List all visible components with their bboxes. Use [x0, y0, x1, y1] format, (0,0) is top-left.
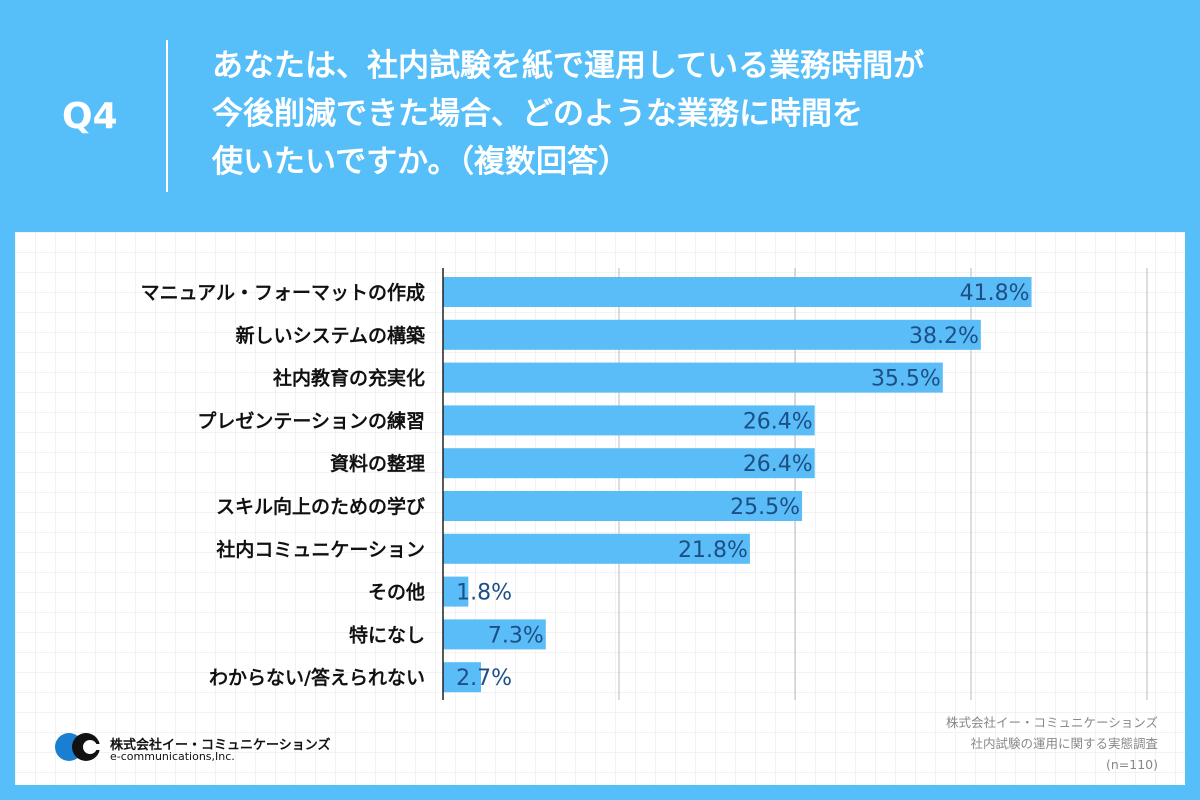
bar: [443, 277, 1032, 307]
value-label: 25.5%: [730, 495, 800, 520]
value-label: 21.8%: [678, 538, 748, 563]
bar: [443, 491, 803, 521]
source-line: (n=110): [1105, 757, 1158, 772]
bar: [443, 448, 815, 479]
category-label: 社内コミュニケーション: [215, 538, 425, 561]
value-label: 35.5%: [871, 367, 941, 392]
logo-company-name-en: e-communications,Inc.: [110, 750, 235, 763]
logo-company-name: 株式会社イー・コミュニケーションズ: [110, 738, 331, 753]
category-label: 社内教育の充実化: [272, 367, 425, 390]
bar: [443, 662, 482, 693]
source-line: 株式会社イー・コミュニケーションズ: [945, 715, 1158, 730]
company-logo: [55, 733, 108, 761]
value-label: 2.7%: [456, 666, 512, 691]
category-label: 新しいシステムの構築: [236, 324, 426, 347]
source-line: 社内試験の運用に関する実態調査: [970, 736, 1158, 751]
category-label: スキル向上のための学び: [216, 495, 425, 518]
bar: [443, 362, 943, 393]
category-label: マニュアル・フォーマットの作成: [141, 281, 425, 304]
bar: [443, 319, 981, 350]
header-divider: [166, 40, 168, 192]
value-label: 1.8%: [456, 581, 512, 606]
category-label: 資料の整理: [330, 452, 425, 475]
value-label: 38.2%: [909, 324, 979, 349]
bar: [443, 576, 469, 607]
category-label: その他: [368, 581, 425, 604]
bar: [443, 619, 546, 650]
category-label: プレゼンテーションの練習: [197, 409, 425, 432]
title-line: 今後削減できた場合、どのような業務に時間を: [212, 96, 863, 132]
value-label: 26.4%: [743, 409, 813, 434]
source-note: 株式会社イー・コミュニケーションズ 社内試験の運用に関する実態調査 (n=110…: [946, 712, 1158, 775]
bar: [443, 533, 750, 564]
category-label: 特になし: [349, 624, 425, 646]
value-label: 41.8%: [960, 281, 1030, 306]
value-label: 7.3%: [488, 623, 544, 648]
title-line: あなたは、社内試験を紙で運用している業務時間が: [212, 48, 925, 84]
question-number: Q4: [62, 96, 118, 137]
question-title: あなたは、社内試験を紙で運用している業務時間が 今後削減できた場合、どのような業…: [212, 42, 1112, 186]
value-label: 26.4%: [743, 452, 813, 477]
title-line: 使いたいですか。（複数回答）: [212, 144, 629, 180]
category-label: わからない/答えられない: [209, 666, 425, 689]
bar: [443, 405, 815, 436]
